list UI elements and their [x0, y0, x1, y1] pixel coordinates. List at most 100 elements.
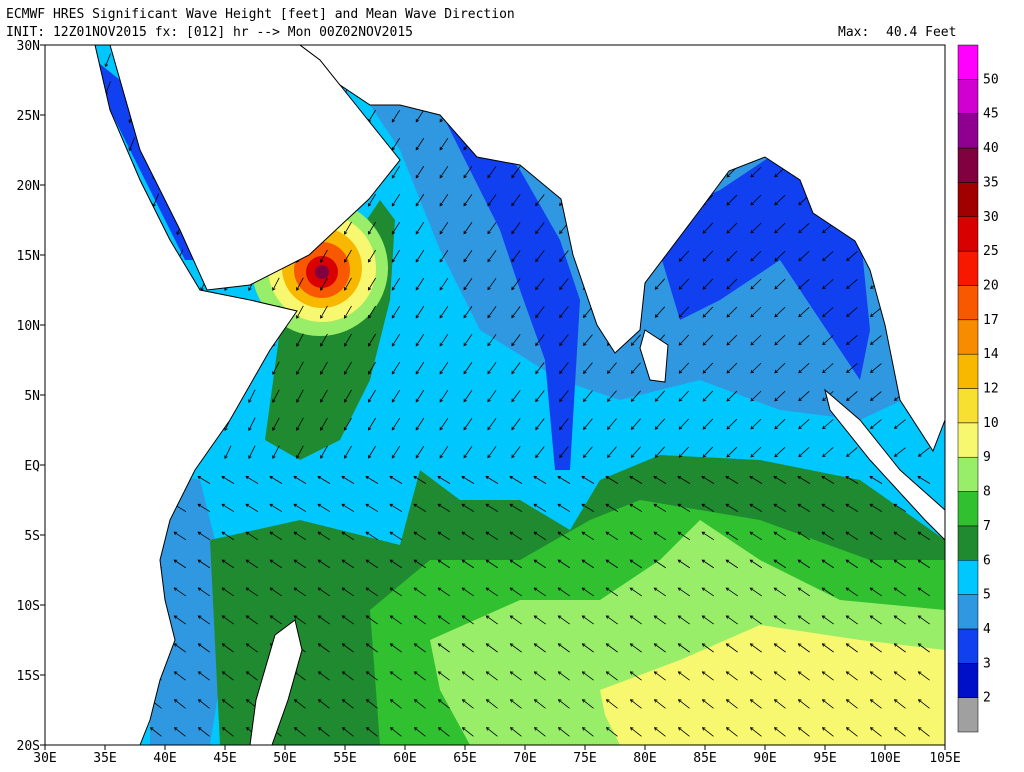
wave-arrow	[509, 587, 522, 597]
wave-arrow	[509, 615, 522, 625]
colorbar-label: 10	[983, 416, 999, 431]
wave-arrow	[272, 417, 280, 431]
storm-ring	[315, 265, 329, 279]
wave-arrow	[749, 615, 762, 625]
colorbar-swatch	[957, 353, 979, 389]
wave-arrow	[293, 503, 307, 513]
wave-arrow	[726, 390, 738, 402]
wave-arrow	[391, 193, 401, 207]
wave-arrow	[248, 417, 256, 431]
wave-arrow	[197, 559, 211, 569]
max-label: Max:	[838, 25, 869, 40]
wave-arrow	[485, 615, 498, 625]
wave-arrow	[798, 278, 810, 290]
wave-arrow	[869, 699, 882, 709]
wave-arrow	[606, 418, 617, 430]
wave-arrow	[629, 727, 642, 737]
wave-arrow	[221, 727, 234, 737]
wave-arrow	[749, 671, 762, 681]
wave-arrow	[821, 559, 835, 569]
wave-arrow	[485, 475, 499, 484]
wave-arrow	[245, 671, 258, 681]
wave-arrow	[296, 333, 304, 347]
wave-arrow	[317, 699, 330, 709]
wave-arrow	[725, 615, 738, 625]
wave-arrow	[846, 447, 858, 458]
wave-arrow	[272, 361, 280, 375]
wave-arrow	[773, 475, 787, 484]
wave-arrow	[463, 250, 473, 263]
wave-arrow	[797, 643, 810, 653]
wave-arrow	[559, 250, 569, 263]
wave-arrow	[439, 305, 449, 319]
wave-arrow	[415, 333, 425, 347]
lon-label: 105E	[929, 751, 960, 766]
wave-arrow	[344, 445, 352, 459]
wave-arrow	[413, 559, 427, 569]
colorbar-label: 9	[983, 450, 991, 465]
field-4-5-south	[150, 470, 230, 745]
wave-arrow	[344, 221, 352, 235]
wave-arrow	[463, 306, 473, 319]
wave-arrow	[557, 615, 570, 625]
colorbar-label: 35	[983, 175, 999, 190]
wave-arrow	[797, 615, 810, 625]
wave-arrow	[845, 587, 858, 597]
wave-arrow	[845, 699, 858, 709]
wave-arrow	[367, 333, 376, 347]
wave-arrow	[245, 531, 259, 541]
wave-arrow	[293, 587, 306, 597]
wave-arrow	[725, 699, 738, 709]
wave-arrow	[461, 727, 474, 737]
wave-arrow	[485, 643, 498, 653]
wave-arrow	[413, 615, 426, 625]
wave-arrow	[533, 699, 546, 709]
wave-arrow	[870, 335, 882, 345]
wave-arrow	[269, 531, 283, 541]
wave-arrow	[437, 531, 451, 541]
wave-arrow	[869, 587, 882, 597]
wave-arrow	[535, 390, 545, 403]
wave-arrow	[629, 587, 642, 597]
wave-arrow	[581, 503, 595, 513]
wave-arrow	[317, 615, 330, 625]
wave-arrow	[389, 671, 402, 681]
wave-arrow	[437, 671, 450, 681]
wave-arrow	[317, 727, 330, 737]
wave-arrow	[439, 277, 449, 291]
wave-arrow	[149, 727, 162, 737]
lat-label: 15N	[17, 249, 40, 264]
wave-arrow	[559, 418, 569, 431]
wave-arrow	[749, 699, 762, 709]
wave-arrow	[773, 727, 786, 737]
wave-arrow	[341, 727, 354, 737]
wave-arrow	[557, 475, 571, 484]
wave-arrow	[702, 334, 714, 346]
wave-arrow	[365, 587, 378, 597]
wave-arrow	[581, 475, 595, 484]
wave-arrow	[629, 503, 643, 513]
wave-arrow	[773, 699, 786, 709]
wave-arrow	[870, 307, 882, 317]
wave-arrow	[293, 615, 306, 625]
wave-arrow	[485, 727, 498, 737]
colorbar-swatch	[957, 216, 979, 252]
wave-arrow	[197, 699, 210, 709]
wave-arrow	[750, 446, 762, 458]
lat-label: 10S	[17, 599, 40, 614]
lon-label: 65E	[453, 751, 476, 766]
wave-arrow	[605, 699, 618, 709]
wave-arrow	[750, 166, 762, 178]
wave-arrow	[726, 222, 738, 234]
wave-arrow	[341, 531, 355, 541]
colorbar-swatch	[957, 113, 979, 149]
wave-arrow	[197, 643, 210, 653]
wave-arrow	[245, 559, 259, 569]
wave-arrow	[773, 559, 787, 569]
wave-arrow	[677, 615, 690, 625]
wave-arrow	[437, 503, 451, 513]
wave-arrow	[774, 362, 786, 374]
wave-arrow	[415, 137, 425, 151]
wave-arrow	[365, 671, 378, 681]
